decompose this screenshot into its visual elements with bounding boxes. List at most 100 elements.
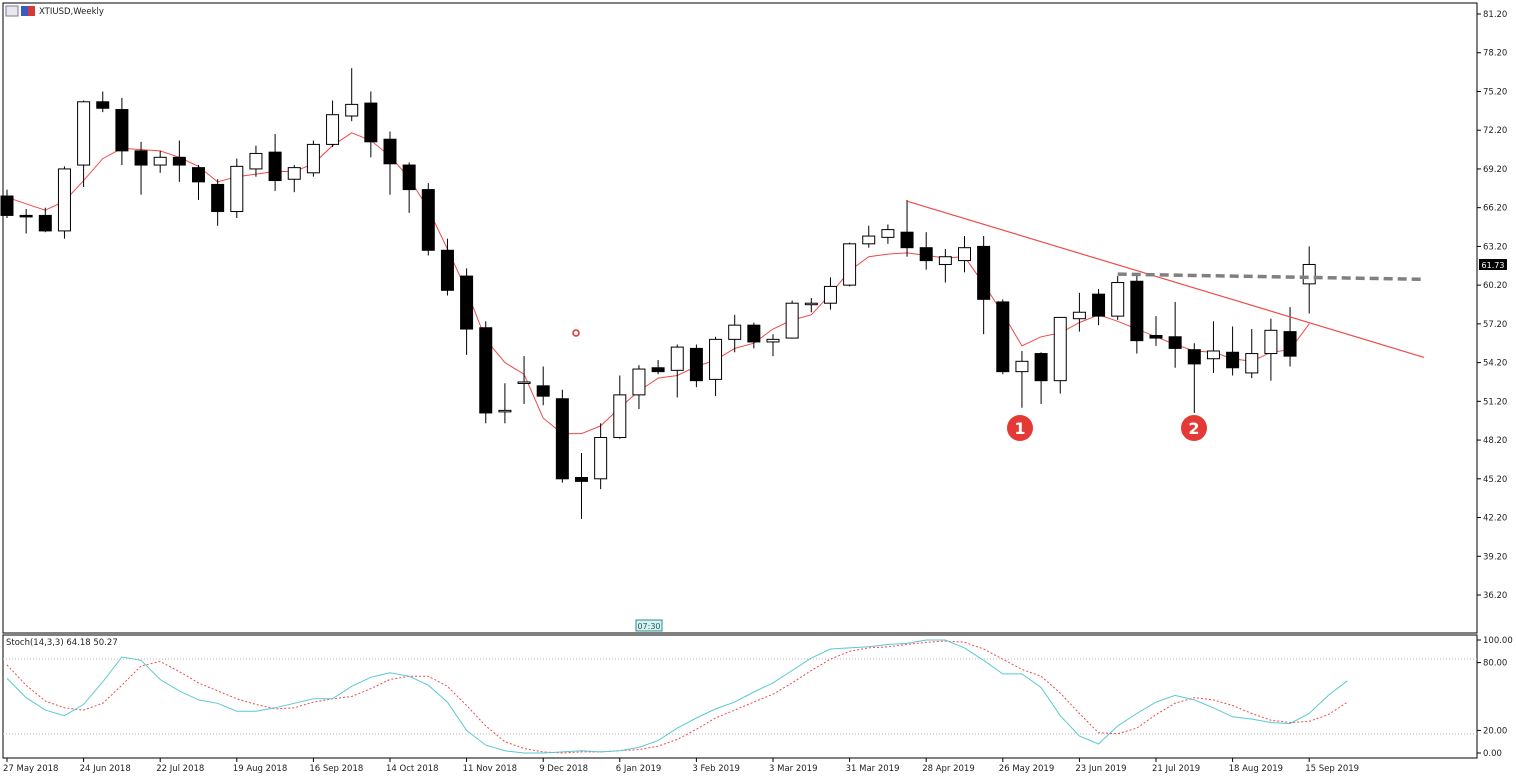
candle[interactable]: [268, 134, 282, 191]
stoch-panel[interactable]: [2, 634, 1478, 759]
candle[interactable]: [1072, 292, 1086, 332]
stoch-axis[interactable]: 100.00 80.00 20.00 0.00: [1477, 636, 1513, 759]
candle[interactable]: [804, 298, 818, 313]
candle[interactable]: [862, 225, 876, 248]
candle[interactable]: [977, 236, 991, 335]
candle[interactable]: [1264, 318, 1278, 381]
candle[interactable]: [881, 224, 895, 244]
candle[interactable]: [823, 277, 837, 310]
candle[interactable]: [785, 300, 799, 339]
date-tick-label: 15 Sep 2019: [1305, 764, 1359, 774]
candle[interactable]: [1245, 329, 1259, 379]
candles[interactable]: [0, 68, 1316, 519]
candle[interactable]: [1168, 301, 1182, 368]
candle[interactable]: [172, 140, 186, 182]
cursor-dot: [572, 329, 580, 337]
candle-body-bull: [594, 436, 608, 480]
candle[interactable]: [709, 336, 723, 397]
candle[interactable]: [766, 334, 780, 357]
candle[interactable]: [115, 97, 129, 166]
candle[interactable]: [689, 344, 703, 388]
candle[interactable]: [211, 179, 225, 226]
date-tick-label: 9 Dec 2018: [539, 764, 588, 774]
candle-body-bull: [249, 152, 263, 170]
date-tick-label: 27 May 2018: [3, 764, 58, 774]
candle[interactable]: [96, 91, 110, 113]
candle[interactable]: [230, 158, 244, 218]
candle[interactable]: [632, 365, 646, 410]
candle[interactable]: [364, 91, 378, 158]
stoch-signal-line: [6, 640, 1348, 754]
candle[interactable]: [460, 268, 474, 355]
candle[interactable]: [19, 208, 33, 234]
candle[interactable]: [498, 383, 512, 424]
candle[interactable]: [996, 299, 1010, 375]
candle-body-bull: [1264, 329, 1278, 355]
candle[interactable]: [402, 162, 416, 213]
date-axis[interactable]: 27 May 2018 24 Jun 2018 22 Jul 2018 19 Aug …: [3, 758, 1359, 774]
marker-2[interactable]: 2: [1181, 415, 1207, 441]
candle[interactable]: [1053, 316, 1067, 394]
candle[interactable]: [747, 322, 761, 349]
candle[interactable]: [728, 314, 742, 353]
resistance-line[interactable]: [1117, 272, 1425, 282]
candle[interactable]: [517, 356, 531, 404]
candle[interactable]: [843, 242, 857, 287]
candle-body-bear: [115, 109, 129, 152]
candle[interactable]: [1187, 343, 1201, 413]
trendline[interactable]: [906, 200, 1425, 359]
marker-1[interactable]: 1: [1007, 415, 1033, 441]
candle[interactable]: [479, 321, 493, 424]
flag-icon-stripe: [28, 6, 35, 16]
candle[interactable]: [1130, 274, 1144, 354]
candle-body-bear: [536, 385, 550, 397]
candle[interactable]: [670, 344, 684, 398]
candle[interactable]: [1092, 289, 1106, 326]
candle-body-bull: [766, 338, 780, 343]
candle[interactable]: [1206, 321, 1220, 373]
candle[interactable]: [958, 236, 971, 273]
candle[interactable]: [919, 232, 933, 270]
candle[interactable]: [1034, 352, 1048, 404]
candle[interactable]: [383, 131, 397, 195]
drawn-lines[interactable]: [906, 200, 1425, 359]
candle[interactable]: [192, 165, 205, 200]
chart-type-icon[interactable]: [5, 5, 19, 17]
candle[interactable]: [594, 423, 608, 490]
candle[interactable]: [900, 199, 914, 257]
candle[interactable]: [1226, 326, 1240, 376]
candle[interactable]: [57, 166, 71, 239]
candle[interactable]: [0, 189, 14, 218]
price-badge-bg: [1479, 259, 1507, 270]
candle[interactable]: [613, 375, 627, 439]
stoch-tick-label: 80.00: [1483, 659, 1507, 669]
candle-body-bear: [460, 275, 474, 330]
candle[interactable]: [77, 100, 91, 188]
candle-body-bull: [517, 381, 531, 384]
candle[interactable]: [326, 100, 340, 147]
candle[interactable]: [345, 68, 359, 122]
candle[interactable]: [249, 145, 263, 177]
candle[interactable]: [651, 360, 665, 375]
price-axis[interactable]: 81.20 78.20 75.20 72.20 69.20 66.20 63.20 60.20…: [1477, 10, 1507, 601]
candle[interactable]: [153, 150, 167, 173]
candle[interactable]: [287, 165, 301, 193]
candle[interactable]: [555, 389, 569, 483]
candle[interactable]: [421, 183, 435, 256]
candle[interactable]: [575, 452, 588, 519]
candle[interactable]: [1149, 316, 1163, 346]
candle[interactable]: [1015, 350, 1029, 408]
main-panel[interactable]: [2, 2, 1478, 634]
time-marker[interactable]: 07:30: [635, 619, 663, 632]
candle-body-bear: [575, 477, 588, 482]
candle[interactable]: [938, 248, 952, 283]
candle[interactable]: [440, 238, 454, 296]
candle[interactable]: [536, 366, 550, 406]
candle[interactable]: [1111, 276, 1125, 320]
candle[interactable]: [38, 207, 52, 233]
price-tick-label: 39.20: [1483, 552, 1507, 562]
candle[interactable]: [306, 140, 320, 177]
candle-body-bear: [1130, 280, 1144, 342]
candle[interactable]: [134, 141, 148, 195]
